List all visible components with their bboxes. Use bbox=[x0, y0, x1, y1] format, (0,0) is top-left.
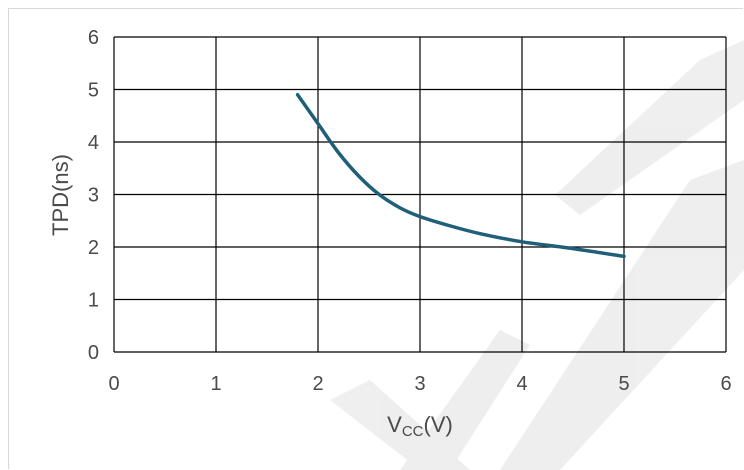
y-tick-label-5: 5 bbox=[88, 80, 99, 102]
x-tick-label-2: 2 bbox=[312, 373, 323, 395]
x-tick-label-0: 0 bbox=[108, 373, 119, 395]
series-layer bbox=[295, 92, 626, 259]
y-tick-labels: 0 1 2 3 4 5 6 bbox=[88, 27, 99, 364]
x-axis-label: VCC(V) bbox=[387, 412, 453, 440]
plot-grid bbox=[113, 36, 727, 353]
y-tick-label-4: 4 bbox=[88, 132, 99, 154]
x-tick-labels: 0 1 2 3 4 5 6 bbox=[108, 373, 731, 395]
x-tick-label-1: 1 bbox=[210, 373, 221, 395]
y-axis-label: TPD(ns) bbox=[48, 154, 73, 236]
y-tick-label-2: 2 bbox=[88, 237, 99, 259]
series-line-0 bbox=[295, 92, 626, 259]
y-tick-label-3: 3 bbox=[88, 185, 99, 207]
x-axis-label-main: V bbox=[387, 412, 402, 437]
x-tick-label-4: 4 bbox=[516, 373, 527, 395]
y-tick-label-6: 6 bbox=[88, 27, 99, 49]
x-tick-label-6: 6 bbox=[720, 373, 731, 395]
x-tick-label-3: 3 bbox=[414, 373, 425, 395]
watermark-graphic bbox=[330, 40, 744, 470]
x-tick-label-5: 5 bbox=[618, 373, 629, 395]
x-axis-label-unit: (V) bbox=[424, 412, 453, 437]
y-tick-label-1: 1 bbox=[88, 290, 99, 312]
y-tick-label-0: 0 bbox=[88, 342, 99, 364]
x-axis-label-sub: CC bbox=[402, 423, 424, 440]
